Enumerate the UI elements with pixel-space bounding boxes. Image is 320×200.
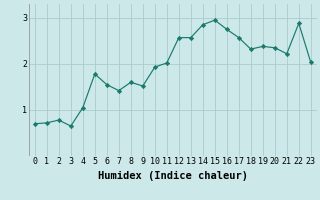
X-axis label: Humidex (Indice chaleur): Humidex (Indice chaleur) — [98, 171, 248, 181]
